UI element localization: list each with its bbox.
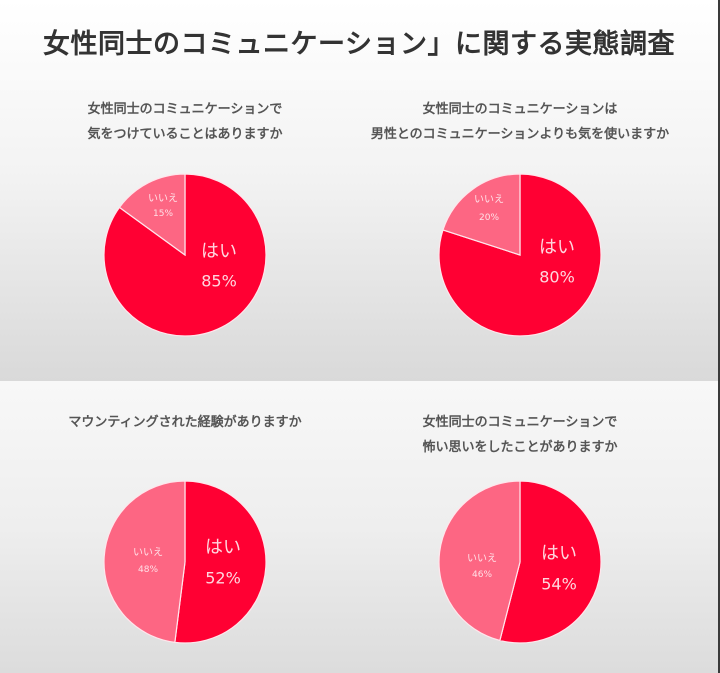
pie-1-yes-label: はい xyxy=(201,241,237,262)
pie-slice-yes xyxy=(174,480,267,644)
pie-2-no-label: いいえ xyxy=(474,194,504,206)
pie-4-yes-label: はい xyxy=(541,543,577,564)
pie-3-yes-label: はい xyxy=(205,537,241,558)
pie-slice-no xyxy=(118,173,186,257)
question-1-line1: 女性同士のコミュニケーションで xyxy=(87,102,283,117)
question-4-line1: 女性同士のコミュニケーションで xyxy=(422,415,618,430)
page-title: 女性同士のコミュニケーション」に関する実態調査 xyxy=(43,29,675,60)
pie-3-no-label: いいえ xyxy=(133,547,163,559)
top-panel xyxy=(0,0,718,381)
pie-svg-2 xyxy=(438,173,602,337)
question-2-line1: 女性同士のコミュニケーションは xyxy=(422,102,618,117)
pie-chart-1 xyxy=(103,173,267,337)
question-title-4: 女性同士のコミュニケーションで 怖い思いをしたことがありますか xyxy=(350,410,690,460)
pie-1-yes-value: 85% xyxy=(201,271,237,291)
pie-2-yes-value: 80% xyxy=(539,267,575,287)
question-title-3: マウンティングされた経験がありますか xyxy=(15,410,355,435)
pie-slice-yes xyxy=(499,480,602,644)
pie-slice-no xyxy=(442,173,521,256)
pie-1-no-label: いいえ xyxy=(148,193,178,205)
pie-4-no-value: 46% xyxy=(471,570,493,580)
pie-chart-4 xyxy=(438,480,602,644)
question-title-1: 女性同士のコミュニケーションで 気をつけていることはありますか xyxy=(15,97,355,147)
question-title-2: 女性同士のコミュニケーションは 男性とのコミュニケーションよりも気を使いますか xyxy=(350,97,690,147)
pie-slice-no xyxy=(103,480,186,644)
question-4-line2: 怖い思いをしたことがありますか xyxy=(422,440,618,455)
pie-svg-3 xyxy=(103,480,267,644)
question-2-line2: 男性とのコミュニケーションよりも気を使いますか xyxy=(370,127,670,142)
pie-3-yes-value: 52% xyxy=(205,568,241,588)
pie-2-no-value: 20% xyxy=(478,213,500,223)
pie-chart-3 xyxy=(103,480,267,644)
pie-3-no-value: 48% xyxy=(137,565,159,575)
right-edge-border xyxy=(718,0,720,673)
pie-4-yes-value: 54% xyxy=(541,574,577,594)
pie-1-no-value: 15% xyxy=(152,209,174,219)
pie-2-yes-label: はい xyxy=(539,237,575,258)
question-3-line1: マウンティングされた経験がありますか xyxy=(68,415,302,430)
pie-svg-1 xyxy=(103,173,267,337)
pie-slice-no xyxy=(438,480,521,642)
question-1-line2: 気をつけていることはありますか xyxy=(87,127,283,142)
pie-chart-2 xyxy=(438,173,602,337)
pie-svg-4 xyxy=(438,480,602,644)
pie-4-no-label: いいえ xyxy=(467,553,497,565)
